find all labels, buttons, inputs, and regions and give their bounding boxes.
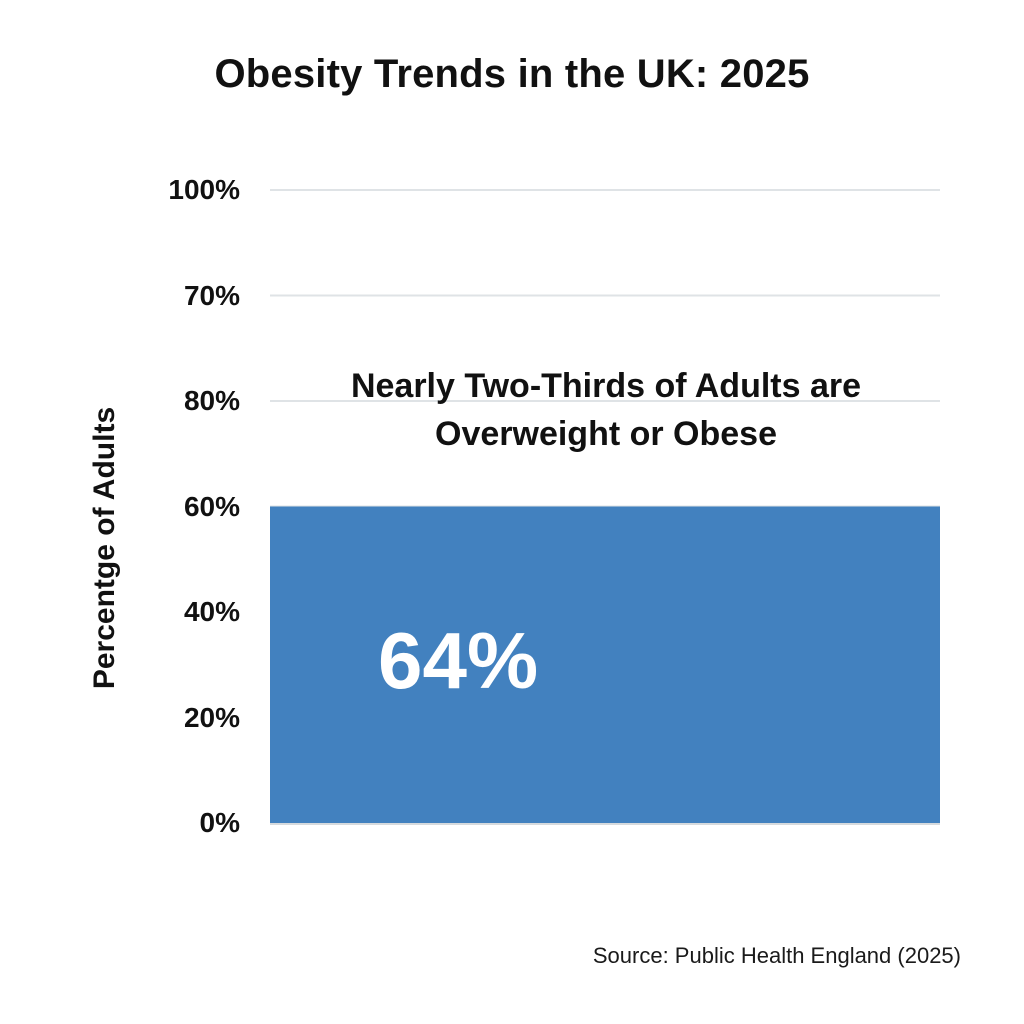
source-note: Source: Public Health England (2025): [592, 943, 961, 968]
y-tick-label: 20%: [183, 701, 240, 733]
chart-title: Obesity Trends in the UK: 2025: [214, 52, 810, 96]
y-tick-label: 70%: [183, 279, 240, 311]
annotation: Nearly Two-Thirds of Adults are Overweig…: [300, 362, 912, 458]
y-tick-label: 0%: [199, 807, 240, 838]
y-tick-label: 100%: [168, 174, 240, 205]
annotation-line-2: Overweight or Obese: [435, 415, 777, 453]
bar: [270, 506, 940, 823]
y-tick-label: 60%: [183, 490, 240, 522]
bars: [270, 506, 940, 823]
bar-value-label: 64%: [378, 616, 539, 705]
y-tick-label: 40%: [183, 596, 240, 627]
y-tick-label: 80%: [183, 385, 240, 416]
annotation-line-1: Nearly Two-Thirds of Adults are: [350, 367, 862, 405]
